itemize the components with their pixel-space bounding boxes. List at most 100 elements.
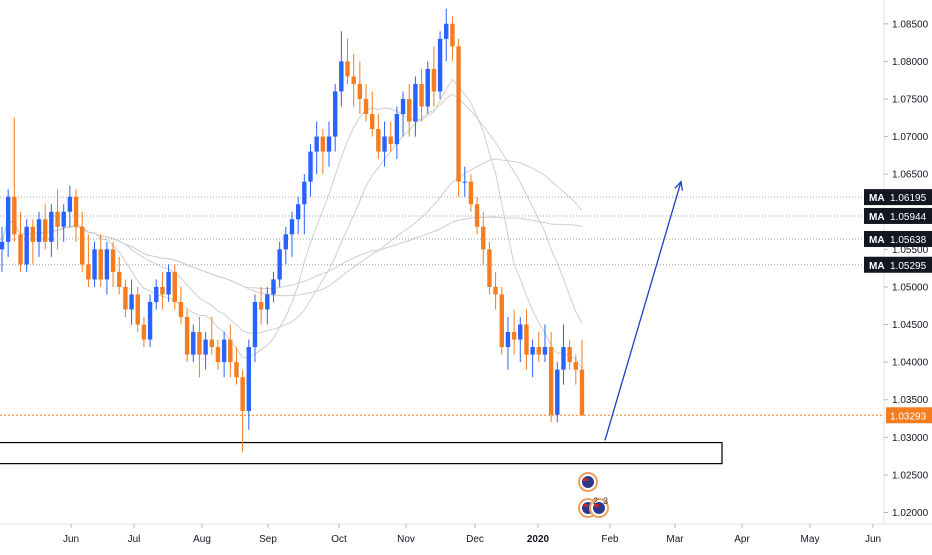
projection-arrow[interactable] — [604, 180, 684, 441]
price-tick-label: 1.02500 — [892, 470, 929, 481]
time-tick-label: May — [801, 534, 820, 545]
candle-body — [209, 339, 214, 348]
candle-body — [505, 332, 511, 348]
time-tick-label: Jun — [63, 534, 79, 545]
ma-label-tag: MA — [869, 212, 885, 223]
arrow-shaft[interactable] — [604, 181, 682, 441]
candle-body — [36, 219, 42, 242]
candle-body — [184, 317, 190, 355]
candle-body — [265, 294, 270, 310]
candle-body — [178, 301, 184, 318]
candle-body — [61, 211, 66, 227]
candle-body — [98, 249, 103, 280]
candle-body — [542, 347, 548, 355]
flag-icon-fill — [582, 476, 594, 488]
ma-label-tag: MA — [869, 235, 885, 246]
candle-body — [86, 264, 91, 280]
arrow-head[interactable] — [674, 180, 684, 191]
event-count-label: 2 — [593, 496, 598, 506]
candle-body — [135, 294, 140, 325]
price-tick-label: 1.05000 — [892, 282, 929, 293]
candle-body — [283, 234, 289, 250]
candle-body — [277, 249, 282, 280]
price-axis-labels: MA 1.06195 MA 1.05944 MA 1.05638 MA 1.05295 1.03… — [864, 189, 932, 424]
candle-body — [332, 91, 338, 137]
candle-body — [573, 362, 579, 370]
candle-body — [18, 234, 23, 265]
candle-body — [302, 181, 307, 205]
candle-body — [555, 369, 560, 415]
candle-body — [394, 114, 400, 145]
current-price-value: 1.03293 — [890, 411, 927, 422]
candle-body — [246, 347, 251, 411]
candle-body — [474, 204, 480, 227]
candle-body — [215, 347, 221, 363]
flag-icon-stripe — [583, 504, 588, 507]
ma-label-tag: MA — [869, 193, 885, 204]
price-tick-label: 1.02000 — [892, 508, 929, 519]
candle-body — [456, 46, 461, 182]
candle-body — [191, 332, 196, 355]
candle-body — [382, 136, 387, 152]
candle-body — [363, 98, 369, 115]
candle-body — [425, 68, 430, 107]
time-tick-label: Nov — [397, 534, 415, 545]
ma-label-box — [864, 207, 932, 224]
candle-body — [141, 324, 147, 340]
flag-icon-stripe — [594, 504, 599, 507]
candle-body — [110, 249, 116, 272]
time-axis[interactable]: Jun Jul Aug Sep Oct Nov Dec 2020 Feb Mar Apr May Jun — [0, 523, 932, 545]
ma-label-value: 1.06195 — [890, 193, 927, 204]
time-tick-label: 2020 — [527, 534, 550, 545]
candle-body — [320, 136, 326, 152]
candle-body — [499, 294, 504, 348]
candle-body — [357, 83, 363, 99]
price-tick-label: 1.07000 — [892, 132, 929, 143]
candle-body — [326, 136, 332, 152]
candle-body — [413, 83, 418, 122]
time-tick-label: Mar — [666, 534, 684, 545]
ma-label-box — [864, 256, 932, 273]
price-tick-label: 1.08500 — [892, 19, 929, 30]
candle-body — [431, 68, 437, 92]
candle-body — [536, 347, 541, 355]
candle-body — [92, 249, 97, 280]
candle-body — [42, 219, 48, 242]
time-tick-label: Dec — [466, 534, 484, 545]
price-tick-label: 1.03500 — [892, 395, 929, 406]
time-tick-label: Jun — [865, 534, 881, 545]
candle-body — [80, 226, 85, 265]
price-tick-label: 1.04500 — [892, 320, 929, 331]
candle-body — [67, 196, 73, 212]
candlestick-series — [0, 8, 585, 453]
candle-body — [221, 339, 227, 363]
ma-label-value: 1.05295 — [890, 261, 927, 272]
price-tick-label: 1.06500 — [892, 170, 929, 181]
support-zone[interactable] — [0, 441, 723, 465]
candle-body — [123, 286, 128, 310]
candle-body — [351, 76, 356, 84]
price-tick-label: 1.04000 — [892, 358, 929, 369]
candle-body — [0, 241, 5, 250]
support-zone-rect[interactable] — [0, 441, 723, 465]
candle-body — [129, 294, 134, 310]
time-tick-label: Feb — [601, 534, 619, 545]
candle-body — [49, 211, 54, 242]
candle-body — [400, 98, 406, 115]
event-count-label: 3 — [603, 496, 608, 506]
ma-label-value: 1.05638 — [890, 235, 927, 246]
ma-label-tag: MA — [869, 261, 885, 272]
moving-average-line — [1, 216, 583, 290]
candle-body — [73, 196, 79, 227]
candle-body — [30, 226, 36, 242]
candle-body — [252, 301, 258, 348]
candle-body — [12, 196, 17, 235]
time-tick-label: Apr — [734, 534, 750, 545]
flag-icon-stripe — [583, 478, 588, 481]
candle-body — [518, 324, 523, 340]
current-price-label — [886, 407, 932, 424]
candle-body — [203, 339, 208, 355]
